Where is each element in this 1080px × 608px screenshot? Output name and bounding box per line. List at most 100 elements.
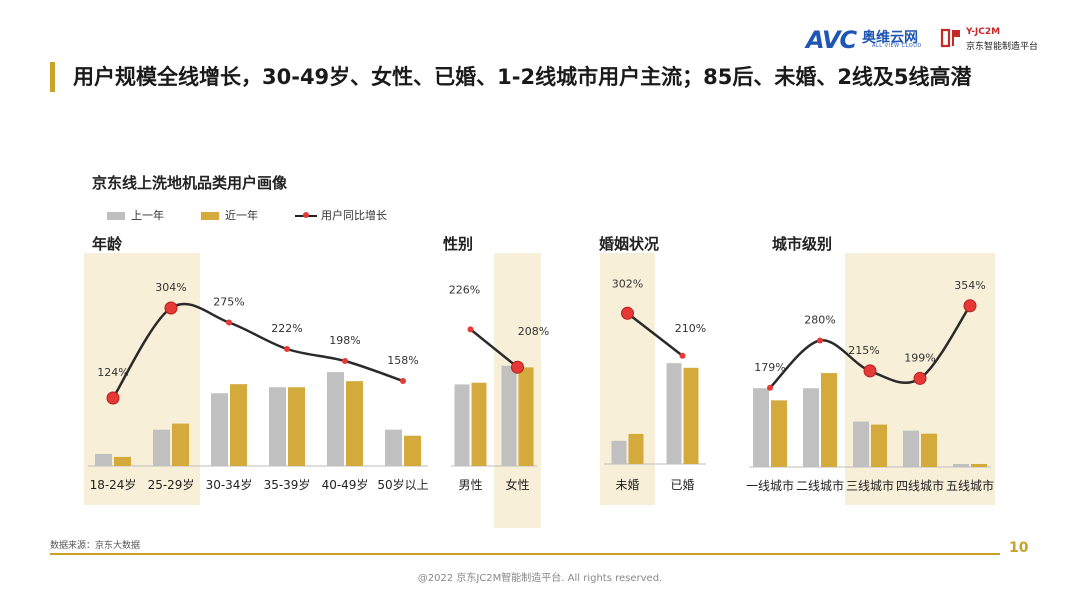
bar-age-recent-0 (114, 456, 131, 466)
bar-age-prev-1 (153, 429, 170, 466)
bar-gender-recent-0 (471, 382, 487, 466)
category-label-age-4: 40-49岁 (322, 477, 369, 492)
page-headline: 用户规模全线增长，30-49岁、女性、已婚、1-2线城市用户主流；85后、未婚、… (73, 65, 972, 89)
growth-label-city-0: 179% (754, 361, 785, 374)
avc-logo-text: AVC (806, 26, 857, 54)
highlight-band-city-4 (945, 253, 995, 505)
bar-city-prev-4 (953, 463, 969, 467)
bar-age-prev-2 (211, 393, 228, 466)
category-label-age-5: 50岁以上 (377, 477, 428, 492)
footer-divider (50, 553, 1000, 555)
category-label-city-0: 一线城市 (746, 478, 794, 493)
bar-age-recent-1 (172, 423, 189, 466)
data-source-note: 数据来源：京东大数据 (50, 541, 141, 551)
bar-age-recent-3 (288, 387, 305, 466)
bar-gender-prev-0 (454, 384, 470, 466)
legend-item-prev: 上一年 (107, 207, 164, 223)
bar-age-prev-5 (385, 429, 402, 466)
growth-point-age-0 (106, 391, 120, 405)
bar-gender-recent-1 (518, 367, 534, 466)
panel-title-age: 年龄 (92, 235, 123, 253)
growth-point-marital-0 (621, 306, 634, 320)
legend-swatch-recent (201, 212, 219, 220)
growth-label-age-4: 198% (329, 334, 360, 347)
headline-accent-bar (50, 62, 55, 92)
bar-age-recent-5 (404, 435, 421, 466)
growth-point-age-1 (164, 301, 178, 315)
panel-title-marital: 婚姻状况 (599, 235, 660, 253)
growth-point-age-5 (400, 378, 406, 384)
jc2m-logo-subtitle: 京东智能制造平台 (966, 42, 1039, 52)
category-label-age-0: 18-24岁 (90, 477, 137, 492)
growth-point-city-2 (863, 364, 877, 378)
legend-label-growth: 用户同比增长 (321, 209, 387, 222)
category-label-city-1: 二线城市 (796, 478, 844, 493)
avc-logo-en: ALL VIEW CLOUD (872, 43, 922, 49)
legend-label-prev: 上一年 (131, 209, 164, 222)
growth-label-city-1: 280% (804, 313, 835, 326)
bar-city-recent-0 (771, 400, 787, 467)
bar-city-recent-1 (821, 373, 837, 467)
bar-city-prev-0 (753, 388, 769, 467)
category-label-gender-0: 男性 (458, 478, 482, 492)
growth-point-age-2 (226, 319, 232, 326)
highlight-band-age-1 (142, 253, 200, 505)
growth-label-age-0: 124% (97, 366, 128, 379)
growth-label-age-5: 158% (387, 354, 418, 367)
bar-marital-prev-0 (611, 440, 627, 464)
growth-point-gender-1 (511, 360, 524, 374)
legend-label-recent: 近一年 (225, 209, 258, 222)
growth-label-marital-1: 210% (675, 322, 706, 335)
growth-label-marital-0: 302% (612, 277, 643, 290)
legend-swatch-prev (107, 212, 125, 220)
category-label-age-2: 30-34岁 (206, 477, 253, 492)
growth-point-age-4 (342, 358, 348, 364)
bar-gender-prev-1 (501, 365, 517, 466)
bar-marital-recent-1 (683, 367, 699, 464)
panel-title-city: 城市级别 (772, 235, 833, 253)
category-label-age-3: 35-39岁 (264, 477, 311, 492)
legend-item-recent: 近一年 (201, 207, 258, 223)
growth-point-city-0 (767, 384, 773, 391)
bar-city-prev-1 (803, 388, 819, 467)
legend-line-growth (295, 212, 317, 218)
bar-city-recent-4 (971, 463, 987, 467)
category-label-marital-1: 已婚 (670, 478, 694, 492)
bar-city-prev-3 (903, 430, 919, 467)
bar-city-prev-2 (853, 421, 869, 467)
bar-city-recent-2 (871, 424, 887, 467)
copyright-notice: @2022 京东JC2M智能制造平台. All rights reserved. (417, 573, 663, 584)
bar-age-recent-2 (230, 384, 247, 466)
category-label-city-2: 三线城市 (846, 478, 894, 493)
avc-logo-cn: 奥维云网 (862, 30, 918, 46)
growth-label-age-2: 275% (213, 296, 244, 309)
category-label-age-1: 25-29岁 (148, 477, 195, 492)
category-label-gender-1: 女性 (505, 477, 529, 492)
growth-point-city-4 (963, 299, 977, 313)
growth-point-age-3 (284, 346, 290, 352)
growth-point-marital-1 (679, 352, 686, 359)
chart-title: 京东线上洗地机品类用户画像 (92, 174, 288, 192)
bar-marital-recent-0 (628, 433, 644, 464)
bar-age-prev-0 (95, 453, 112, 466)
category-label-marital-0: 未婚 (615, 478, 639, 492)
growth-label-age-3: 222% (271, 322, 302, 335)
bar-age-prev-4 (327, 372, 344, 466)
bar-marital-prev-1 (666, 363, 682, 464)
jc2m-logo-icon (940, 28, 960, 48)
bar-city-recent-3 (921, 433, 937, 467)
growth-label-gender-1: 208% (518, 325, 549, 338)
category-label-city-3: 四线城市 (896, 478, 944, 493)
growth-point-city-3 (913, 371, 927, 385)
jc2m-logo-name: Y-JC2M (966, 27, 1001, 37)
growth-point-city-1 (817, 337, 823, 344)
legend-item-growth: 用户同比增长 (295, 207, 387, 223)
highlight-band-marital-0 (600, 253, 655, 505)
category-label-city-4: 五线城市 (946, 478, 994, 493)
bar-age-recent-4 (346, 381, 363, 466)
panel-title-gender: 性别 (443, 235, 474, 253)
growth-label-city-4: 354% (954, 279, 985, 292)
growth-point-gender-0 (467, 326, 474, 333)
growth-label-gender-0: 226% (449, 283, 480, 296)
